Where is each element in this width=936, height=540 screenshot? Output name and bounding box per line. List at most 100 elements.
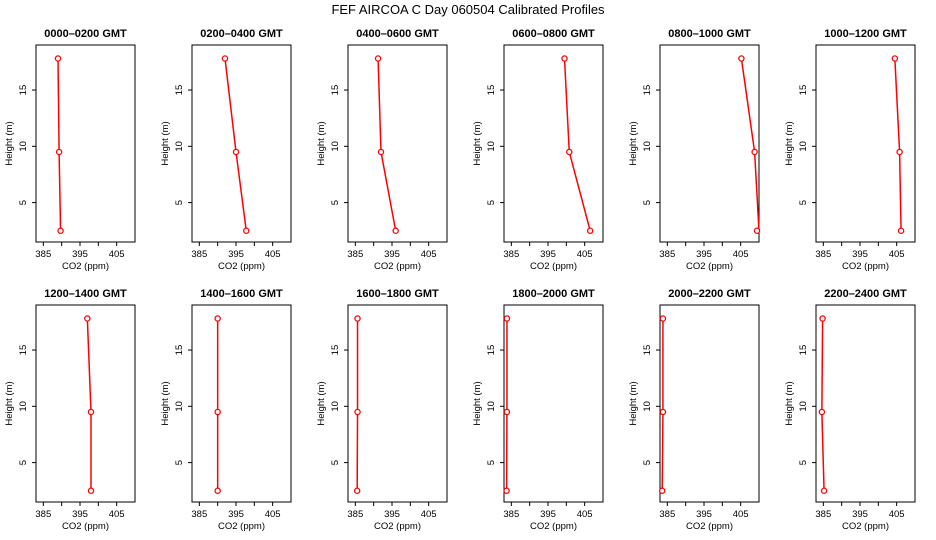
data-point [374, 55, 382, 62]
x-tick-label: 405 [889, 249, 905, 260]
y-axis-label: Height (m) [784, 121, 795, 165]
plot-frame [815, 44, 916, 243]
y-tick-label: 10 [18, 141, 29, 152]
x-tick-label: 385 [815, 509, 831, 520]
figure-title: FEF AIRCOA C Day 060504 Calibrated Profi… [331, 2, 605, 17]
profile-line [224, 58, 248, 231]
plot-frame [347, 44, 448, 243]
panel-title: 2200–2400 GMT [824, 288, 907, 300]
y-tick-label: 5 [642, 200, 653, 205]
x-tick-label: 385 [815, 249, 831, 260]
x-tick-label: 395 [228, 509, 244, 520]
panel-title: 1200–1400 GMT [44, 288, 127, 300]
plot-frame [347, 304, 448, 503]
data-point [891, 55, 899, 62]
panel-title: 0200–0400 GMT [200, 28, 283, 40]
x-axis-label: CO2 (ppm) [842, 521, 889, 532]
x-tick-label: 405 [265, 509, 281, 520]
x-axis-label: CO2 (ppm) [530, 521, 577, 532]
data-point [818, 408, 826, 416]
x-tick-label: 395 [852, 509, 868, 520]
data-point [392, 227, 399, 234]
panel-9: 1600–1800 GMT 385 395 405 5 10 15 CO2 (ppm) Heig… [316, 288, 448, 532]
panel-title: 1800–2000 GMT [512, 288, 595, 300]
panel-12: 2200–2400 GMT 385 395 405 5 10 15 CO2 (ppm) Heig… [784, 288, 916, 532]
x-tick-label: 405 [577, 249, 593, 260]
data-point [896, 148, 903, 156]
x-axis-label: CO2 (ppm) [530, 261, 577, 272]
y-axis-label: Height (m) [160, 121, 171, 165]
data-point [353, 487, 361, 494]
y-tick-label: 15 [798, 85, 809, 96]
y-tick-label: 15 [330, 345, 341, 356]
data-point [738, 55, 745, 62]
x-tick-label: 395 [228, 249, 244, 260]
x-tick-label: 405 [577, 509, 593, 520]
y-axis-label: Height (m) [628, 381, 639, 425]
data-point [586, 227, 594, 234]
data-point [561, 55, 568, 62]
panel-7: 1200–1400 GMT 385 395 405 5 10 15 CO2 (ppm) Heig… [4, 288, 136, 532]
y-tick-label: 15 [486, 85, 497, 96]
x-tick-label: 395 [696, 249, 712, 260]
y-tick-label: 10 [798, 401, 809, 412]
data-point [354, 408, 361, 416]
x-tick-label: 385 [503, 249, 519, 260]
y-tick-label: 15 [486, 345, 497, 356]
plot-frame [191, 44, 292, 243]
x-tick-label: 405 [421, 509, 437, 520]
data-point [87, 487, 95, 494]
panel-11: 2000–2200 GMT 385 395 405 5 10 15 CO2 (ppm) Heig… [628, 288, 760, 532]
x-tick-label: 385 [35, 249, 51, 260]
panel-5: 0800–1000 GMT 385 395 405 5 10 15 CO2 (ppm) Heig… [628, 28, 761, 272]
data-point [57, 227, 64, 234]
panel-title: 2000–2200 GMT [668, 288, 751, 300]
panel-3: 0400–0600 GMT 385 395 405 5 10 15 CO2 (ppm) Heig… [316, 28, 448, 272]
y-axis-label: Height (m) [472, 121, 483, 165]
data-point [503, 487, 510, 494]
plot-frame [503, 304, 604, 503]
panel-10: 1800–2000 GMT 385 395 405 5 10 15 CO2 (ppm) Heig… [472, 288, 604, 532]
x-tick-label: 405 [109, 249, 125, 260]
y-tick-label: 15 [642, 345, 653, 356]
profile-line [821, 318, 825, 491]
data-point [503, 315, 511, 322]
x-axis-label: CO2 (ppm) [374, 521, 421, 532]
x-tick-label: 395 [540, 249, 556, 260]
y-tick-label: 10 [330, 401, 341, 412]
x-tick-label: 385 [659, 509, 675, 520]
data-point [753, 227, 761, 234]
x-tick-label: 405 [421, 249, 437, 260]
x-tick-label: 405 [265, 249, 281, 260]
y-axis-label: Height (m) [472, 381, 483, 425]
data-point [214, 315, 221, 322]
y-tick-label: 10 [642, 401, 653, 412]
panel-title: 0400–0600 GMT [356, 28, 439, 40]
data-point [214, 408, 221, 416]
x-axis-label: CO2 (ppm) [842, 261, 889, 272]
y-tick-label: 15 [330, 85, 341, 96]
x-tick-label: 405 [109, 509, 125, 520]
data-point [659, 408, 667, 416]
data-point [820, 487, 828, 494]
panel-title: 1400–1600 GMT [200, 288, 283, 300]
x-tick-label: 385 [35, 509, 51, 520]
y-axis-label: Height (m) [4, 121, 15, 165]
y-axis-label: Height (m) [628, 121, 639, 165]
data-point [243, 227, 250, 234]
data-point [87, 408, 95, 416]
x-tick-label: 395 [72, 509, 88, 520]
x-tick-label: 395 [384, 249, 400, 260]
y-tick-label: 5 [18, 200, 29, 205]
data-point [354, 315, 361, 322]
profile-line [894, 58, 902, 231]
x-tick-label: 385 [659, 249, 675, 260]
data-point [819, 315, 826, 322]
y-tick-label: 10 [18, 401, 29, 412]
y-tick-label: 10 [642, 141, 653, 152]
x-tick-label: 385 [347, 509, 363, 520]
x-tick-label: 385 [191, 509, 207, 520]
data-point [214, 487, 221, 494]
panel-4: 0600–0800 GMT 385 395 405 5 10 15 CO2 (ppm) Heig… [472, 28, 604, 272]
data-point [566, 148, 573, 156]
